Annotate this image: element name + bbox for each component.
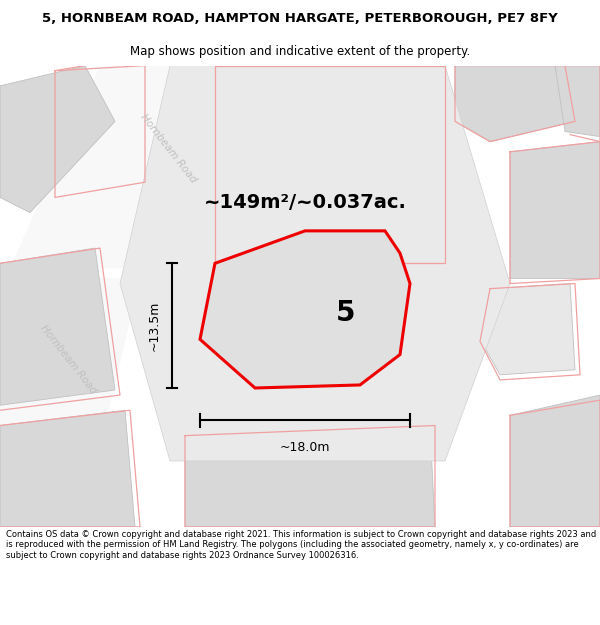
- Text: Hornbeam Road: Hornbeam Road: [138, 112, 198, 185]
- Text: Hornbeam Road: Hornbeam Road: [38, 323, 98, 396]
- Polygon shape: [0, 248, 115, 405]
- Polygon shape: [510, 395, 600, 527]
- Polygon shape: [10, 66, 230, 268]
- Text: 5: 5: [336, 299, 355, 328]
- Polygon shape: [510, 142, 600, 279]
- Text: 5, HORNBEAM ROAD, HAMPTON HARGATE, PETERBOROUGH, PE7 8FY: 5, HORNBEAM ROAD, HAMPTON HARGATE, PETER…: [42, 12, 558, 25]
- Text: Map shows position and indicative extent of the property.: Map shows position and indicative extent…: [130, 45, 470, 58]
- Polygon shape: [0, 66, 115, 213]
- Polygon shape: [215, 66, 445, 268]
- Text: Contains OS data © Crown copyright and database right 2021. This information is : Contains OS data © Crown copyright and d…: [6, 530, 596, 560]
- Polygon shape: [0, 410, 135, 527]
- Text: ~18.0m: ~18.0m: [280, 441, 330, 454]
- Text: ~13.5m: ~13.5m: [148, 301, 161, 351]
- Polygon shape: [455, 66, 575, 142]
- Polygon shape: [555, 66, 600, 137]
- Polygon shape: [200, 231, 410, 388]
- Polygon shape: [120, 66, 510, 461]
- Polygon shape: [0, 279, 140, 491]
- Text: ~149m²/~0.037ac.: ~149m²/~0.037ac.: [203, 193, 406, 212]
- Polygon shape: [185, 426, 435, 527]
- Polygon shape: [480, 284, 575, 375]
